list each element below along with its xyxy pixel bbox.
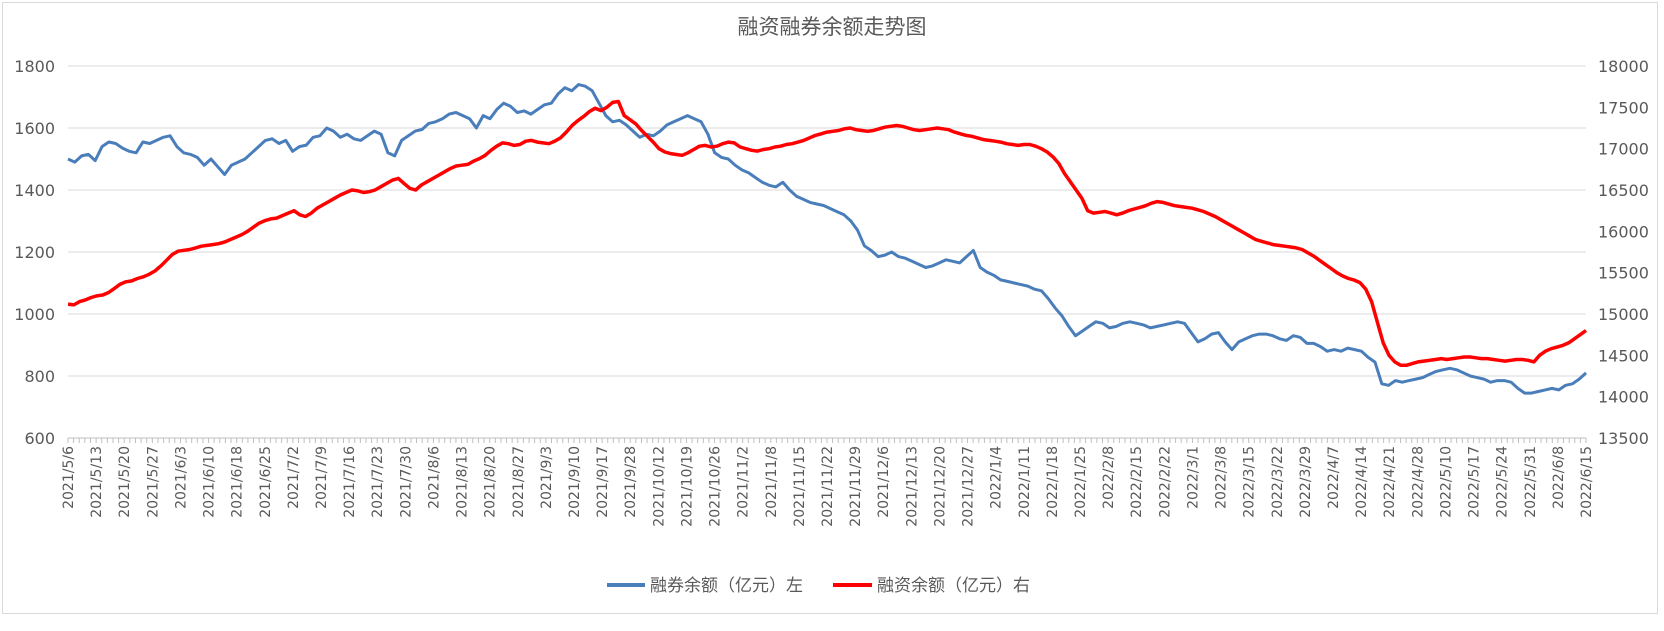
x-tick-label: 2021/11/22 bbox=[820, 446, 836, 527]
right-tick-label: 15000 bbox=[1598, 305, 1649, 324]
series-line-margin-balance bbox=[67, 99, 1588, 368]
right-tick-label: 16000 bbox=[1598, 222, 1649, 241]
x-tick-label: 2021/12/27 bbox=[961, 446, 977, 527]
x-tick-label: 2021/11/29 bbox=[848, 446, 864, 527]
right-axis-ticks: 13500 14000 14500 15000 15500 16000 16500 17000… bbox=[1598, 57, 1649, 448]
x-tick-label: 2021/6/10 bbox=[202, 446, 218, 518]
x-tick-label: 2022/5/10 bbox=[1438, 446, 1454, 518]
x-tick-label: 2021/10/26 bbox=[708, 446, 724, 527]
legend-label-margin-balance: 融资余额（亿元）右 bbox=[877, 576, 1030, 596]
x-tick-label: 2022/3/8 bbox=[1214, 446, 1230, 509]
gridlines bbox=[68, 65, 1586, 439]
x-tick-label: 2022/4/28 bbox=[1410, 446, 1426, 518]
x-tick-label: 2022/5/31 bbox=[1523, 446, 1539, 518]
x-tick-label: 2022/4/14 bbox=[1354, 446, 1370, 518]
series-lines bbox=[67, 83, 1588, 395]
x-tick-label: 2022/1/25 bbox=[1073, 446, 1089, 518]
left-tick-label: 1000 bbox=[14, 305, 55, 324]
x-tick-label: 2022/1/4 bbox=[989, 446, 1005, 509]
right-tick-label: 13500 bbox=[1598, 429, 1649, 448]
legend-label-short-balance: 融券余额（亿元）左 bbox=[650, 576, 803, 596]
x-tick-label: 2021/8/20 bbox=[483, 446, 499, 518]
chart-title: 融资融券余额走势图 bbox=[738, 15, 927, 39]
x-tick-label: 2022/5/24 bbox=[1495, 446, 1511, 518]
left-tick-label: 1800 bbox=[14, 57, 55, 76]
x-tick-label: 2021/7/30 bbox=[398, 446, 414, 518]
x-tick-label: 2022/5/17 bbox=[1467, 446, 1483, 518]
right-tick-label: 17000 bbox=[1598, 140, 1649, 159]
x-tick-label: 2021/11/15 bbox=[792, 446, 808, 527]
x-tick-label: 2021/12/6 bbox=[876, 446, 892, 518]
x-tick-label: 2022/2/15 bbox=[1129, 446, 1145, 518]
x-axis: 2021/5/6 2021/5/13 2021/5/20 2021/5/27 2021/… bbox=[61, 437, 1595, 527]
right-tick-label: 14500 bbox=[1598, 346, 1649, 365]
x-tick-label: 2022/3/22 bbox=[1270, 446, 1286, 518]
left-tick-label: 800 bbox=[24, 367, 55, 386]
x-tick-label: 2021/7/9 bbox=[314, 446, 330, 509]
x-tick-label: 2022/3/1 bbox=[1185, 446, 1201, 509]
x-tick-label: 2021/9/10 bbox=[567, 446, 583, 518]
x-tick-label: 2021/8/6 bbox=[426, 446, 442, 509]
x-tick-label: 2021/9/17 bbox=[595, 446, 611, 518]
x-tick-label: 2021/11/2 bbox=[736, 446, 752, 518]
x-tick-label: 2021/10/12 bbox=[651, 446, 667, 527]
x-tick-label: 2021/5/27 bbox=[145, 446, 161, 518]
x-tick-label: 2022/2/8 bbox=[1101, 446, 1117, 509]
x-tick-label: 2022/4/21 bbox=[1382, 446, 1398, 518]
x-tick-label: 2022/6/15 bbox=[1579, 446, 1595, 518]
x-tick-label: 2022/3/29 bbox=[1298, 446, 1314, 518]
x-tick-label: 2021/7/2 bbox=[286, 446, 302, 509]
x-tick-label: 2021/9/3 bbox=[539, 446, 555, 509]
right-tick-label: 18000 bbox=[1598, 57, 1649, 76]
right-tick-label: 17500 bbox=[1598, 98, 1649, 117]
right-tick-label: 14000 bbox=[1598, 388, 1649, 407]
x-tick-label: 2021/7/23 bbox=[370, 446, 386, 518]
x-tick-label: 2021/6/25 bbox=[258, 446, 274, 518]
left-tick-label: 600 bbox=[24, 429, 55, 448]
left-tick-label: 1600 bbox=[14, 119, 55, 138]
x-tick-label: 2021/8/27 bbox=[511, 446, 527, 518]
left-tick-label: 1400 bbox=[14, 181, 55, 200]
x-tick-label: 2021/6/3 bbox=[173, 446, 189, 509]
x-tick-label: 2021/5/13 bbox=[89, 446, 105, 518]
x-tick-label: 2021/5/20 bbox=[117, 446, 133, 518]
x-tick-label: 2021/5/6 bbox=[61, 446, 77, 509]
chart-frame bbox=[2, 2, 1658, 614]
x-tick-label: 2022/6/8 bbox=[1551, 446, 1567, 509]
x-tick-label: 2021/12/13 bbox=[904, 446, 920, 527]
x-tick-label: 2021/8/13 bbox=[455, 446, 471, 518]
legend: 融券余额（亿元）左 融资余额（亿元）右 bbox=[607, 576, 1030, 596]
x-tick-label: 2021/9/28 bbox=[623, 446, 639, 518]
left-axis-ticks: 600 800 1000 1200 1400 1600 1800 bbox=[14, 57, 55, 448]
series-line-short-balance bbox=[67, 83, 1588, 395]
x-tick-label: 2022/2/22 bbox=[1157, 446, 1173, 518]
left-tick-label: 1200 bbox=[14, 243, 55, 262]
x-tick-label: 2021/12/20 bbox=[932, 446, 948, 527]
x-tick-label: 2021/7/16 bbox=[342, 446, 358, 518]
x-tick-label: 2022/3/15 bbox=[1242, 446, 1258, 518]
right-tick-label: 15500 bbox=[1598, 264, 1649, 283]
right-tick-label: 16500 bbox=[1598, 181, 1649, 200]
x-tick-label: 2022/4/7 bbox=[1326, 446, 1342, 509]
x-tick-label: 2021/6/18 bbox=[230, 446, 246, 518]
x-tick-label: 2022/1/11 bbox=[1017, 446, 1033, 518]
x-tick-label: 2021/10/19 bbox=[679, 446, 695, 527]
x-tick-label: 2022/1/18 bbox=[1045, 446, 1061, 518]
x-tick-label: 2021/11/8 bbox=[764, 446, 780, 518]
